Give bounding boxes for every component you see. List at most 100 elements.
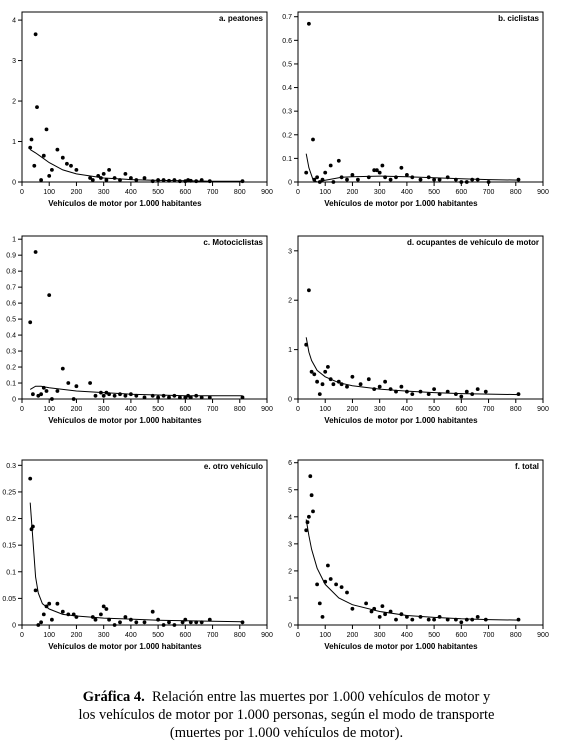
data-point	[432, 177, 436, 182]
data-point	[331, 180, 336, 184]
data-point	[107, 617, 111, 622]
data-point	[334, 582, 338, 587]
data-point	[445, 617, 450, 622]
data-point	[345, 177, 349, 182]
data-point	[350, 374, 355, 379]
x-tick-label: 100	[319, 406, 331, 413]
data-point	[107, 168, 111, 172]
data-point	[123, 615, 128, 619]
y-tick-label: 0.2	[6, 516, 16, 523]
data-point	[41, 385, 46, 390]
data-point	[394, 617, 398, 622]
data-point	[475, 387, 480, 391]
data-point	[55, 147, 60, 152]
data-point	[129, 392, 133, 397]
data-point	[123, 172, 128, 176]
data-point	[188, 395, 193, 400]
y-tick-label: 0.1	[6, 381, 16, 388]
data-point	[150, 609, 155, 614]
data-point	[356, 177, 360, 182]
data-point	[470, 392, 475, 396]
data-point	[432, 387, 436, 391]
data-point	[350, 173, 355, 177]
data-point	[305, 520, 310, 525]
panel-b: 0 100 200 300 400 500 600 700 800 900 0 0.1 0.2 0.3 0.…	[282, 11, 549, 208]
data-point	[161, 178, 166, 182]
data-point	[33, 32, 38, 37]
data-point	[156, 178, 161, 182]
y-tick-label: 0.7	[282, 14, 292, 21]
data-point	[66, 381, 71, 385]
data-point	[28, 476, 33, 481]
caption-label: Gráfica 4.	[82, 689, 145, 705]
panel-title: a. peatones	[219, 14, 264, 23]
x-tick-label: 200	[347, 189, 359, 196]
data-point	[207, 395, 212, 400]
x-tick-label: 600	[455, 632, 467, 639]
data-point	[99, 176, 103, 180]
data-point	[183, 395, 188, 400]
data-point	[240, 395, 245, 400]
data-point	[336, 379, 341, 384]
panel-e: 0 100 200 300 400 500 600 700 800 900 0 0.05 0.1 0.15…	[2, 459, 273, 651]
data-point	[388, 609, 393, 614]
data-point	[394, 175, 398, 180]
data-point	[410, 617, 415, 622]
data-point	[369, 609, 374, 614]
y-tick-label: 0.6	[282, 38, 292, 45]
data-point	[516, 617, 521, 622]
data-point	[388, 387, 393, 391]
data-point	[90, 178, 95, 182]
x-tick-label: 300	[98, 406, 110, 413]
data-point	[366, 175, 371, 180]
x-tick-label: 600	[179, 632, 191, 639]
data-point	[150, 179, 155, 184]
data-point	[44, 389, 49, 393]
data-point	[345, 590, 349, 595]
x-tick-label: 900	[261, 189, 273, 196]
data-point	[317, 601, 322, 606]
y-tick-label: 0.1	[6, 569, 16, 576]
x-tick-label: 900	[261, 406, 273, 413]
data-point	[101, 393, 106, 398]
y-tick-label: 3	[12, 58, 16, 65]
data-point	[405, 389, 409, 394]
data-point	[377, 615, 382, 619]
x-tick-label: 200	[71, 406, 83, 413]
data-point	[339, 382, 344, 387]
x-tick-label: 300	[374, 632, 386, 639]
data-point	[454, 392, 458, 396]
data-point	[437, 615, 442, 619]
data-point	[178, 395, 182, 400]
data-point	[377, 170, 382, 175]
data-point	[372, 168, 377, 173]
x-tick-label: 500	[152, 406, 164, 413]
data-point	[88, 176, 92, 180]
data-point	[142, 620, 147, 625]
data-point	[470, 177, 475, 182]
data-point	[142, 395, 147, 400]
x-tick-label: 800	[510, 189, 522, 196]
data-point	[35, 105, 39, 109]
x-tick-label: 600	[455, 406, 467, 413]
data-point	[199, 620, 204, 625]
data-point	[437, 177, 442, 182]
data-point	[39, 620, 43, 625]
data-point	[172, 178, 177, 182]
data-point	[372, 387, 377, 391]
data-point	[307, 288, 311, 293]
data-point	[377, 384, 382, 389]
data-point	[44, 604, 49, 609]
data-point	[459, 394, 464, 399]
x-tick-label: 200	[347, 632, 359, 639]
y-tick-label: 2	[288, 568, 292, 575]
data-point	[410, 175, 415, 180]
data-point	[47, 601, 52, 606]
data-point	[328, 377, 333, 382]
panel-title: b. ciclistas	[498, 14, 539, 23]
x-tick-label: 300	[374, 189, 386, 196]
x-tick-label: 600	[455, 189, 467, 196]
plot-frame	[297, 235, 544, 400]
data-point	[426, 617, 431, 622]
y-tick-label: 0.5	[282, 61, 292, 68]
